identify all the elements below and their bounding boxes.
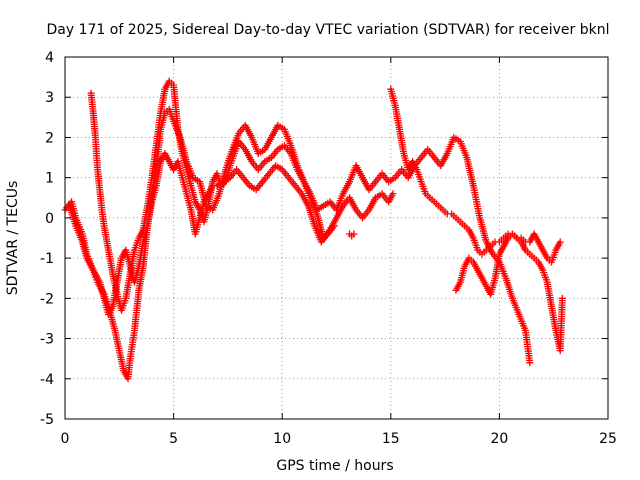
y-tick-label: -2 [40,291,54,307]
y-tick-label: 3 [45,90,54,106]
data-point [526,359,534,367]
y-tick-label: 4 [45,50,54,66]
x-tick-label: 5 [169,431,178,447]
plot-frame [64,56,609,420]
data-point [389,190,397,198]
y-tick-label: -3 [40,332,54,348]
data-points [61,77,566,383]
data-point [350,230,358,238]
data-point [556,238,564,246]
x-tick-label: 25 [599,431,617,447]
chart-title: Day 171 of 2025, Sidereal Day-to-day VTE… [47,22,610,38]
data-point [330,222,338,230]
x-tick-label: 0 [61,431,70,447]
y-tick-label: -1 [40,251,54,267]
x-axis-label: GPS time / hours [276,458,393,474]
y-tick-label: 1 [45,171,54,187]
x-tick-label: 15 [382,431,400,447]
y-tick-label: 2 [45,130,54,146]
y-tick-label: 0 [45,211,54,227]
x-tick-label: 10 [273,431,291,447]
x-tick-label: 20 [490,431,508,447]
y-axis-label: SDTVAR / TECUs [5,181,21,296]
y-tick-label: -4 [40,372,54,388]
grid-lines [65,57,608,419]
y-tick-label: -5 [40,412,54,428]
data-point [558,294,566,302]
